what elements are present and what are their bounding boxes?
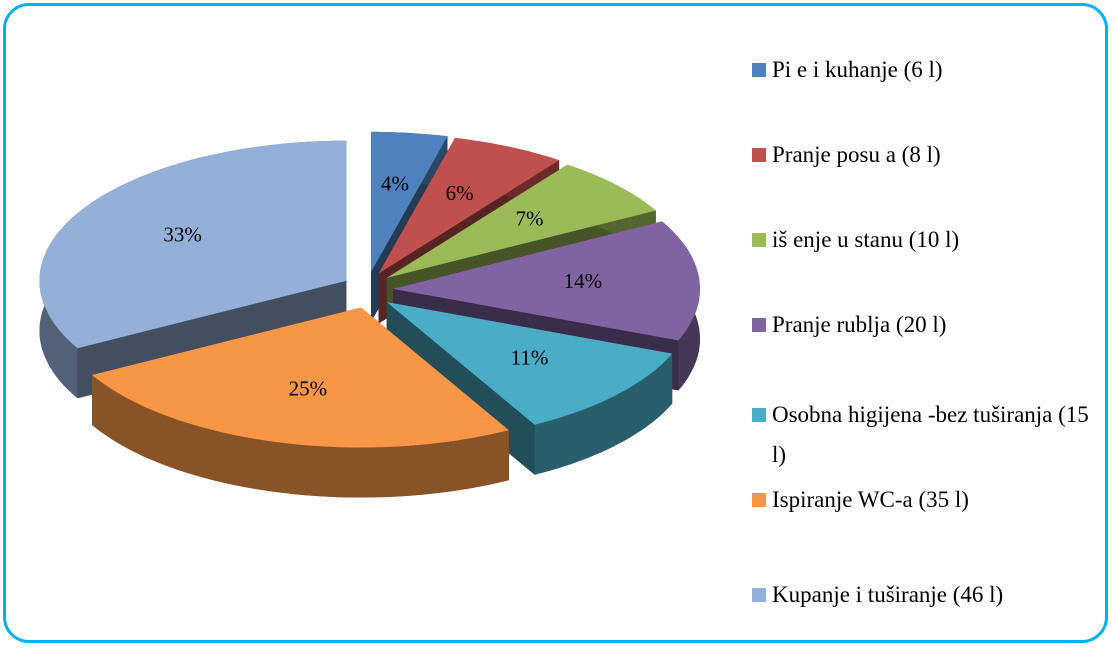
chart-frame (3, 3, 1108, 643)
data-label: 25% (289, 377, 328, 401)
slice-side (534, 353, 673, 475)
legend-label: iš enje u stanu (10 l) (772, 227, 960, 252)
slice (378, 137, 560, 274)
legend-swatch (752, 318, 766, 332)
legend-label: Pranje posu a (8 l) (772, 142, 941, 167)
slice (39, 140, 347, 349)
chart: 4% 6% 7% 14% 11% 25% 33% (39, 131, 700, 498)
slice (371, 131, 448, 272)
legend-item: Osobna higijena -bez tuširanja (15 l) (752, 395, 1102, 475)
data-label: 6% (446, 181, 474, 205)
legend-swatch (752, 233, 766, 247)
data-label: 7% (516, 206, 544, 230)
data-label: 4% (381, 172, 409, 196)
legend-label: Pranje rublja (20 l) (772, 312, 947, 337)
legend-label: Osobna higijena -bez tuširanja (15 l) (772, 402, 1095, 467)
data-label: 33% (163, 222, 202, 246)
legend-item: Pranje rublja (20 l) (752, 305, 1102, 345)
legend-swatch (752, 408, 766, 422)
legend-swatch (752, 148, 766, 162)
legend-swatch (752, 588, 766, 602)
slice (386, 164, 656, 278)
legend-item: Pi e i kuhanje (6 l) (752, 50, 1102, 90)
slice-side (92, 375, 509, 498)
slice (386, 302, 673, 425)
slice (92, 307, 509, 448)
legend-item: Ispiranje WC-a (35 l) (752, 480, 1102, 520)
legend-swatch (752, 493, 766, 507)
legend-label: Kupanje i tuširanje (46 l) (772, 582, 1004, 607)
legend-swatch (752, 63, 766, 77)
legend-label: Ispiranje WC-a (35 l) (772, 487, 969, 512)
data-label: 11% (511, 345, 549, 369)
legend-item: Kupanje i tuširanje (46 l) (752, 575, 1102, 615)
legend-label: Pi e i kuhanje (6 l) (772, 57, 943, 82)
legend-item: iš enje u stanu (10 l) (752, 220, 1102, 260)
slice (393, 221, 700, 341)
data-label: 14% (564, 269, 603, 293)
legend-item: Pranje posu a (8 l) (752, 135, 1102, 175)
